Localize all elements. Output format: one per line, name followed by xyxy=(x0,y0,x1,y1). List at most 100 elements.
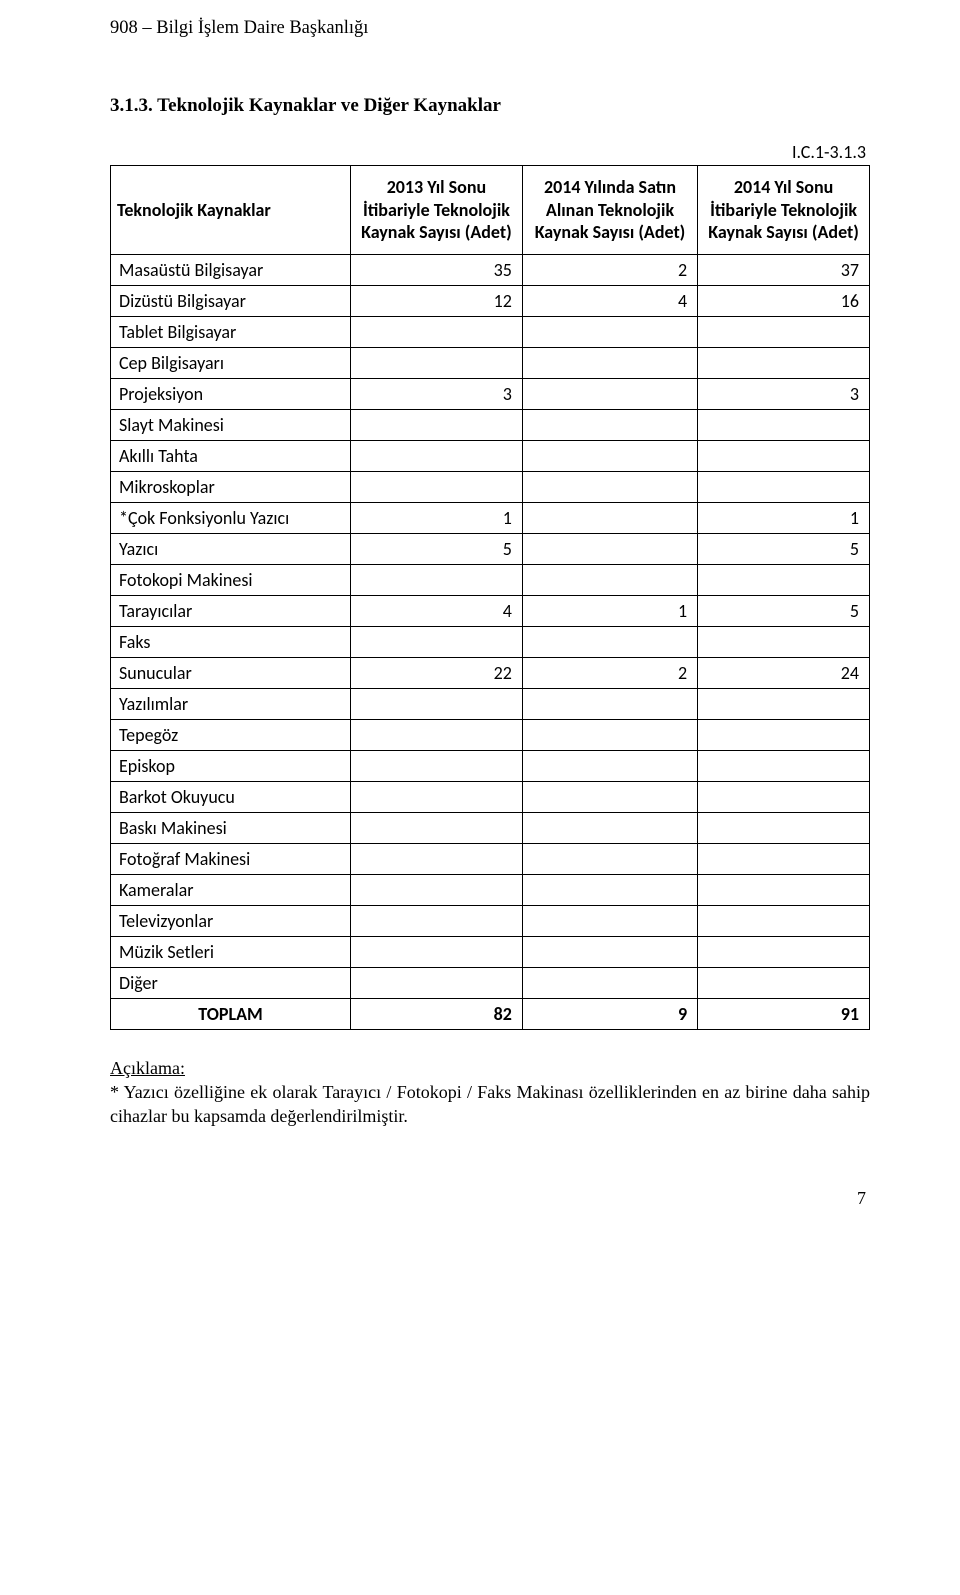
row-value xyxy=(698,688,870,719)
table-row: Fotokopi Makinesi xyxy=(111,564,870,595)
col-header-name: Teknolojik Kaynaklar xyxy=(111,166,351,255)
row-value xyxy=(522,688,697,719)
row-label: Yazılımlar xyxy=(111,688,351,719)
row-label: Baskı Makinesi xyxy=(111,812,351,843)
table-row: Yazılımlar xyxy=(111,688,870,719)
table-row: Kameralar xyxy=(111,874,870,905)
total-value: 91 xyxy=(698,998,870,1029)
section-title: 3.1.3. Teknolojik Kaynaklar ve Diğer Kay… xyxy=(110,95,870,117)
row-value xyxy=(522,781,697,812)
row-value xyxy=(351,812,523,843)
row-value: 4 xyxy=(351,595,523,626)
row-value xyxy=(522,564,697,595)
row-label: Tarayıcılar xyxy=(111,595,351,626)
row-value xyxy=(351,781,523,812)
row-label: Fotokopi Makinesi xyxy=(111,564,351,595)
row-value: 4 xyxy=(522,285,697,316)
row-value xyxy=(698,812,870,843)
row-value xyxy=(351,905,523,936)
table-total-row: TOPLAM82991 xyxy=(111,998,870,1029)
row-label: Müzik Setleri xyxy=(111,936,351,967)
table-row: Projeksiyon33 xyxy=(111,378,870,409)
row-label: Episkop xyxy=(111,750,351,781)
explanation-block: Açıklama: * Yazıcı özelliğine ek olarak … xyxy=(110,1056,870,1129)
row-value: 24 xyxy=(698,657,870,688)
row-value xyxy=(351,409,523,440)
row-label: Masaüstü Bilgisayar xyxy=(111,254,351,285)
explanation-body: * Yazıcı özelliğine ek olarak Tarayıcı /… xyxy=(110,1082,870,1126)
row-value: 1 xyxy=(351,502,523,533)
row-label: Mikroskoplar xyxy=(111,471,351,502)
row-label: Akıllı Tahta xyxy=(111,440,351,471)
row-value: 16 xyxy=(698,285,870,316)
row-value xyxy=(522,812,697,843)
row-value xyxy=(351,440,523,471)
row-value: 1 xyxy=(522,595,697,626)
page-header: 908 – Bilgi İşlem Daire Başkanlığı xyxy=(110,18,870,39)
row-value xyxy=(351,719,523,750)
row-value xyxy=(522,750,697,781)
row-label: Tepegöz xyxy=(111,719,351,750)
table-row: *Çok Fonksiyonlu Yazıcı11 xyxy=(111,502,870,533)
row-value xyxy=(351,843,523,874)
table-row: Faks xyxy=(111,626,870,657)
row-value xyxy=(522,533,697,564)
table-row: Televizyonlar xyxy=(111,905,870,936)
row-value: 5 xyxy=(351,533,523,564)
row-value xyxy=(698,874,870,905)
row-value: 37 xyxy=(698,254,870,285)
row-value xyxy=(522,316,697,347)
row-value: 3 xyxy=(351,378,523,409)
row-value xyxy=(522,502,697,533)
table-row: Akıllı Tahta xyxy=(111,440,870,471)
document-page: 908 – Bilgi İşlem Daire Başkanlığı 3.1.3… xyxy=(0,0,960,1239)
table-row: Slayt Makinesi xyxy=(111,409,870,440)
row-value xyxy=(522,471,697,502)
table-row: Diğer xyxy=(111,967,870,998)
row-value xyxy=(698,471,870,502)
row-value xyxy=(522,905,697,936)
row-value xyxy=(698,719,870,750)
row-value xyxy=(698,626,870,657)
table-row: Mikroskoplar xyxy=(111,471,870,502)
row-value xyxy=(698,440,870,471)
row-value xyxy=(698,564,870,595)
row-value xyxy=(351,471,523,502)
row-value xyxy=(522,843,697,874)
row-label: Slayt Makinesi xyxy=(111,409,351,440)
table-row: Sunucular22224 xyxy=(111,657,870,688)
row-label: Diğer xyxy=(111,967,351,998)
row-value xyxy=(351,750,523,781)
row-label: Barkot Okuyucu xyxy=(111,781,351,812)
row-value xyxy=(351,967,523,998)
row-label: Faks xyxy=(111,626,351,657)
row-value xyxy=(522,874,697,905)
row-value xyxy=(351,626,523,657)
row-value: 5 xyxy=(698,533,870,564)
row-value xyxy=(698,409,870,440)
row-value xyxy=(351,564,523,595)
row-value xyxy=(698,936,870,967)
row-value: 12 xyxy=(351,285,523,316)
row-label: Yazıcı xyxy=(111,533,351,564)
table-row: Tablet Bilgisayar xyxy=(111,316,870,347)
total-label: TOPLAM xyxy=(111,998,351,1029)
table-row: Cep Bilgisayarı xyxy=(111,347,870,378)
table-row: Episkop xyxy=(111,750,870,781)
row-label: Dizüstü Bilgisayar xyxy=(111,285,351,316)
row-value xyxy=(698,750,870,781)
col-header-2014-purchased: 2014 Yılında Satın Alınan Teknolojik Kay… xyxy=(522,166,697,255)
row-label: Televizyonlar xyxy=(111,905,351,936)
row-value: 35 xyxy=(351,254,523,285)
row-value: 2 xyxy=(522,657,697,688)
row-value xyxy=(698,316,870,347)
table-row: Baskı Makinesi xyxy=(111,812,870,843)
row-value xyxy=(522,967,697,998)
row-value: 2 xyxy=(522,254,697,285)
row-value xyxy=(698,843,870,874)
row-value xyxy=(351,874,523,905)
table-row: Yazıcı55 xyxy=(111,533,870,564)
row-value xyxy=(522,936,697,967)
table-row: Fotoğraf Makinesi xyxy=(111,843,870,874)
row-label: Cep Bilgisayarı xyxy=(111,347,351,378)
